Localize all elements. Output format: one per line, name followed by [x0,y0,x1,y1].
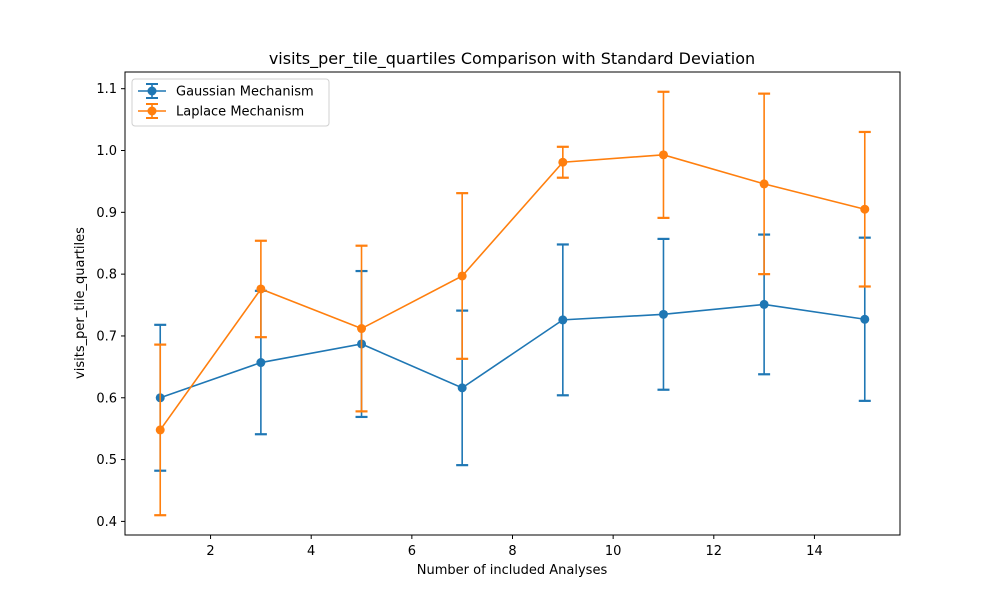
legend-entry: Laplace Mechanism [138,103,304,120]
data-point [558,157,568,167]
data-point [357,324,367,334]
x-axis-label: Number of included Analyses [417,563,608,578]
x-tick-label: 14 [806,544,823,559]
y-tick-label: 0.7 [96,329,117,344]
data-point [658,309,668,319]
legend-marker [147,86,157,96]
x-tick-label: 6 [408,544,416,559]
y-tick-label: 0.9 [96,206,117,221]
x-tick-label: 10 [605,544,622,559]
chart-title: visits_per_tile_quartiles Comparison wit… [269,49,755,69]
x-tick-label: 12 [706,544,723,559]
data-point [860,314,870,324]
series-gaussian [154,233,871,472]
legend-label: Gaussian Mechanism [176,85,314,100]
series-laplace [154,90,871,517]
data-point [558,315,568,325]
data-point [256,358,266,368]
data-point [256,284,266,294]
legend: Gaussian Mechanism Laplace Mechanism [131,78,330,127]
y-tick-label: 0.5 [96,453,117,468]
x-tick-label: 8 [508,544,516,559]
data-point [155,425,165,435]
data-point [658,150,668,160]
data-point [457,383,467,393]
legend-box [131,78,330,127]
x-axis: 2 4 6 8 10 12 14 [206,535,823,559]
legend-marker [147,106,157,116]
y-tick-label: 0.8 [96,268,117,283]
legend-label: Laplace Mechanism [176,105,304,120]
x-tick-label: 4 [307,544,315,559]
y-axis: 0.4 0.5 0.6 0.7 0.8 0.9 1.0 1.1 [96,82,125,530]
data-point [457,271,467,281]
x-tick-label: 2 [206,544,214,559]
y-tick-label: 1.1 [96,82,117,97]
y-tick-label: 1.0 [96,144,117,159]
y-tick-label: 0.4 [96,515,117,530]
y-axis-label: visits_per_tile_quartiles [73,227,88,379]
y-tick-label: 0.6 [96,391,117,406]
data-point [759,179,769,189]
data-point [759,299,769,309]
series-line [159,303,865,399]
series-line [159,154,865,431]
plot-frame [124,71,901,536]
plot-area [154,90,871,517]
data-point [860,204,870,214]
legend-entry: Gaussian Mechanism [138,83,314,100]
